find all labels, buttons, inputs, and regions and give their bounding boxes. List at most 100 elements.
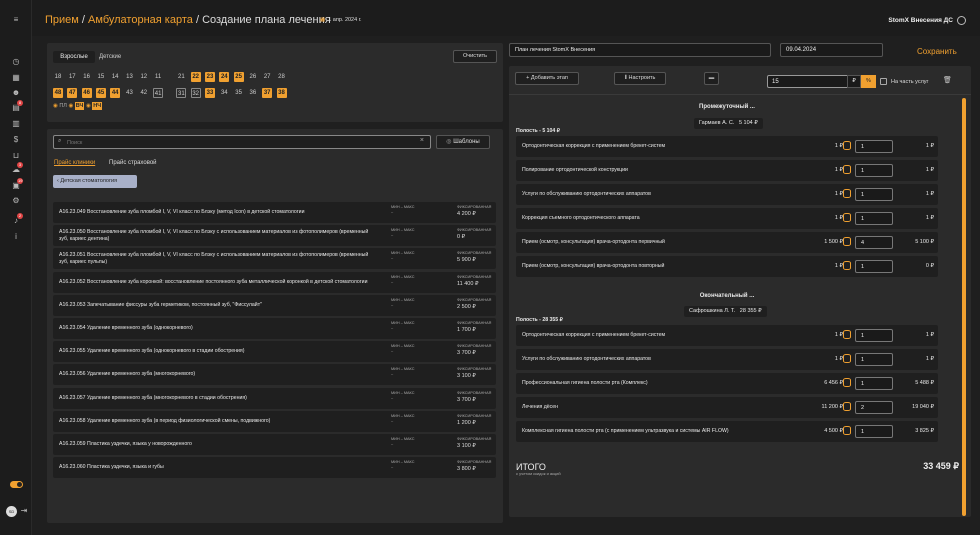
basket-icon[interactable]: ⊔	[12, 151, 20, 160]
tooth-23[interactable]: 23	[205, 72, 215, 82]
tooth-25[interactable]: 25	[233, 72, 244, 82]
category-back-button[interactable]: ‹ Детская стоматология	[53, 175, 137, 188]
tab-clinic-price[interactable]: Прайс клиники	[54, 160, 96, 166]
configure-button[interactable]: ⦀ Настроить	[614, 72, 666, 85]
service-row[interactable]: A16.23.050 Восстановление зуба пломбой I…	[53, 225, 496, 247]
service-row[interactable]: A16.23.053 Запечатывание фиссуры зуба ге…	[53, 294, 496, 316]
tooth-37[interactable]: 37	[262, 88, 273, 98]
user-avatar[interactable]: SD	[6, 506, 17, 517]
theme-toggle[interactable]	[10, 481, 23, 488]
quantity-input[interactable]: 1	[855, 260, 893, 273]
tooth-27[interactable]: 27	[263, 74, 271, 80]
tooth-31[interactable]: 31	[176, 88, 187, 98]
tooth-35[interactable]: 35	[235, 90, 242, 96]
info-icon[interactable]: i	[15, 232, 17, 241]
service-row[interactable]: A16.23.055 Удаление временного зуба (одн…	[53, 341, 496, 363]
tooth-28[interactable]: 28	[278, 74, 285, 80]
service-row[interactable]: A16.23.056 Удаление временного зуба (мно…	[53, 364, 496, 386]
stage-title[interactable]: Промежуточный ...	[699, 104, 755, 110]
notification-icon[interactable]: ♪ 2	[14, 213, 23, 225]
breadcrumb-card[interactable]: Амбулаторная карта	[88, 14, 193, 26]
user-menu[interactable]: StomX Внесения ДС	[888, 16, 966, 25]
scrollbar[interactable]	[962, 98, 966, 516]
jaw-vch[interactable]: ВЧ	[74, 102, 85, 110]
tooth-46[interactable]: 46	[81, 88, 92, 98]
coins-icon[interactable]	[843, 165, 851, 174]
tooth-45[interactable]: 45	[95, 88, 106, 98]
comment-button[interactable]: ▬	[704, 72, 719, 85]
tooth-44[interactable]: 44	[110, 88, 121, 98]
service-row[interactable]: A16.23.051 Восстановление зуба пломбой I…	[53, 248, 496, 270]
save-button[interactable]: Сохранить	[917, 47, 957, 56]
tab-children[interactable]: Детские	[99, 54, 122, 60]
tooth-11[interactable]: 11	[154, 74, 162, 80]
stage-title[interactable]: Окончательный ...	[699, 293, 755, 299]
stage-doctor[interactable]: Сафрошкина Л. Т. 28 355 ₽	[684, 306, 767, 317]
tooth-33[interactable]: 33	[205, 88, 215, 98]
tooth-13[interactable]: 13	[126, 74, 133, 80]
tooth-34[interactable]: 34	[220, 90, 228, 96]
breadcrumb-reception[interactable]: Прием	[45, 14, 79, 26]
quantity-input[interactable]: 1	[855, 212, 893, 225]
stage-doctor[interactable]: Гармаев А. С. 5 104 ₽	[694, 118, 763, 129]
coins-icon[interactable]	[843, 402, 851, 411]
tooth-48[interactable]: 48	[53, 88, 63, 98]
search-input[interactable]	[67, 138, 407, 147]
plan-row[interactable]: Прием (осмотр, консультация) врача-ортод…	[516, 232, 938, 253]
trash-icon[interactable]: 🗑	[943, 77, 952, 84]
quantity-input[interactable]: 1	[855, 140, 893, 153]
quantity-input[interactable]: 1	[855, 425, 893, 438]
finance-icon[interactable]: $	[13, 135, 19, 144]
coins-icon[interactable]	[843, 237, 851, 246]
tooth-43[interactable]: 43	[126, 90, 133, 96]
plan-row[interactable]: Полирование ортодонтической конструкции 1…	[516, 160, 938, 181]
logout-icon[interactable]: ⇥	[20, 506, 28, 515]
coins-icon[interactable]	[843, 378, 851, 387]
tooth-26[interactable]: 26	[249, 74, 257, 80]
coins-icon[interactable]	[843, 261, 851, 270]
report-icon[interactable]: ▥	[12, 119, 20, 128]
tooth-32[interactable]: 32	[190, 88, 201, 98]
schedule-icon[interactable]: ▣ 19	[12, 178, 24, 190]
tooth-22[interactable]: 22	[190, 72, 201, 82]
coins-icon[interactable]	[843, 141, 851, 150]
quantity-input[interactable]: 1	[855, 188, 893, 201]
plan-row[interactable]: Комплексная гигиена полости рта (с приме…	[516, 421, 938, 442]
jaw-nch[interactable]: НЧ	[92, 102, 103, 110]
add-stage-button[interactable]: + Добавить этап	[515, 72, 579, 85]
discount-percent-toggle[interactable]: %	[861, 75, 876, 88]
chat-icon[interactable]: ☁ 3	[12, 162, 23, 174]
quantity-input[interactable]: 2	[855, 401, 893, 414]
quantity-input[interactable]: 4	[855, 236, 893, 249]
plan-row[interactable]: Профессиональная гигиена полости рта (Ко…	[516, 373, 938, 394]
tooth-14[interactable]: 14	[111, 74, 119, 80]
discount-input[interactable]: 15	[767, 75, 849, 88]
clear-search-icon[interactable]: ×	[419, 137, 424, 144]
service-row[interactable]: A16.23.054 Удаление временного зуба (одн…	[53, 318, 496, 339]
service-row[interactable]: A16.23.059 Пластика уздечки, языка у нов…	[53, 434, 496, 455]
tooth-41[interactable]: 41	[153, 88, 164, 98]
users-icon[interactable]: ☻	[11, 88, 21, 97]
tab-adults[interactable]: Взрослые	[53, 51, 95, 63]
service-row[interactable]: A16.23.052 Восстановление зуба коронкой:…	[53, 271, 496, 293]
tooth-38[interactable]: 38	[276, 88, 287, 98]
jaw-pl[interactable]: ПЛ	[59, 103, 67, 109]
service-row[interactable]: A16.23.058 Удаление временного зуба (в п…	[53, 410, 496, 432]
plan-row[interactable]: Услуги по обслуживанию ортодонтических а…	[516, 184, 938, 205]
calendar-icon[interactable]: ▦	[12, 73, 20, 82]
coins-icon[interactable]	[843, 213, 851, 222]
service-row[interactable]: A16.23.057 Удаление временного зуба (мно…	[53, 387, 496, 409]
tooth-36[interactable]: 36	[249, 90, 257, 96]
tooth-21[interactable]: 21	[178, 74, 185, 80]
tab-insurance-price[interactable]: Прайс страховой	[109, 160, 157, 166]
tooth-24[interactable]: 24	[219, 72, 230, 82]
plan-row[interactable]: Лечения дёсен 11 200 ₽ 2 19 040 ₽	[516, 397, 938, 418]
templates-button[interactable]: ◎ Шаблоны	[436, 135, 490, 149]
coins-icon[interactable]	[843, 330, 851, 339]
coins-icon[interactable]	[843, 189, 851, 198]
plan-date-field[interactable]: 09.04.2024	[780, 43, 883, 57]
quantity-input[interactable]: 1	[855, 353, 893, 366]
plan-row[interactable]: Коррекция съемного ортодонтического аппа…	[516, 208, 938, 229]
quantity-input[interactable]: 1	[855, 329, 893, 342]
clock-icon[interactable]: ◷	[12, 57, 20, 66]
